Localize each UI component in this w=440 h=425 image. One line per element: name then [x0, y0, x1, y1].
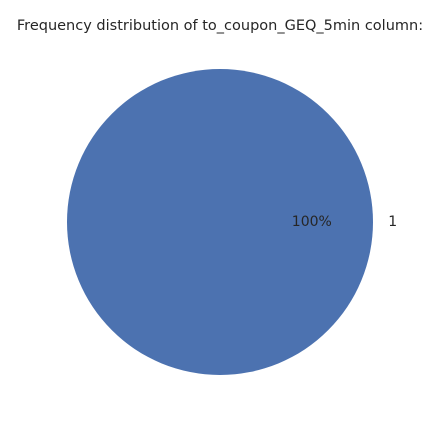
slice-category-label: 1 — [388, 214, 397, 230]
pie-slice — [67, 69, 373, 375]
pie-labels: 1 100% — [292, 214, 397, 230]
pie-slices — [67, 69, 373, 375]
slice-percent-label: 100% — [292, 214, 332, 230]
chart-title: Frequency distribution of to_coupon_GEQ_… — [17, 18, 423, 34]
